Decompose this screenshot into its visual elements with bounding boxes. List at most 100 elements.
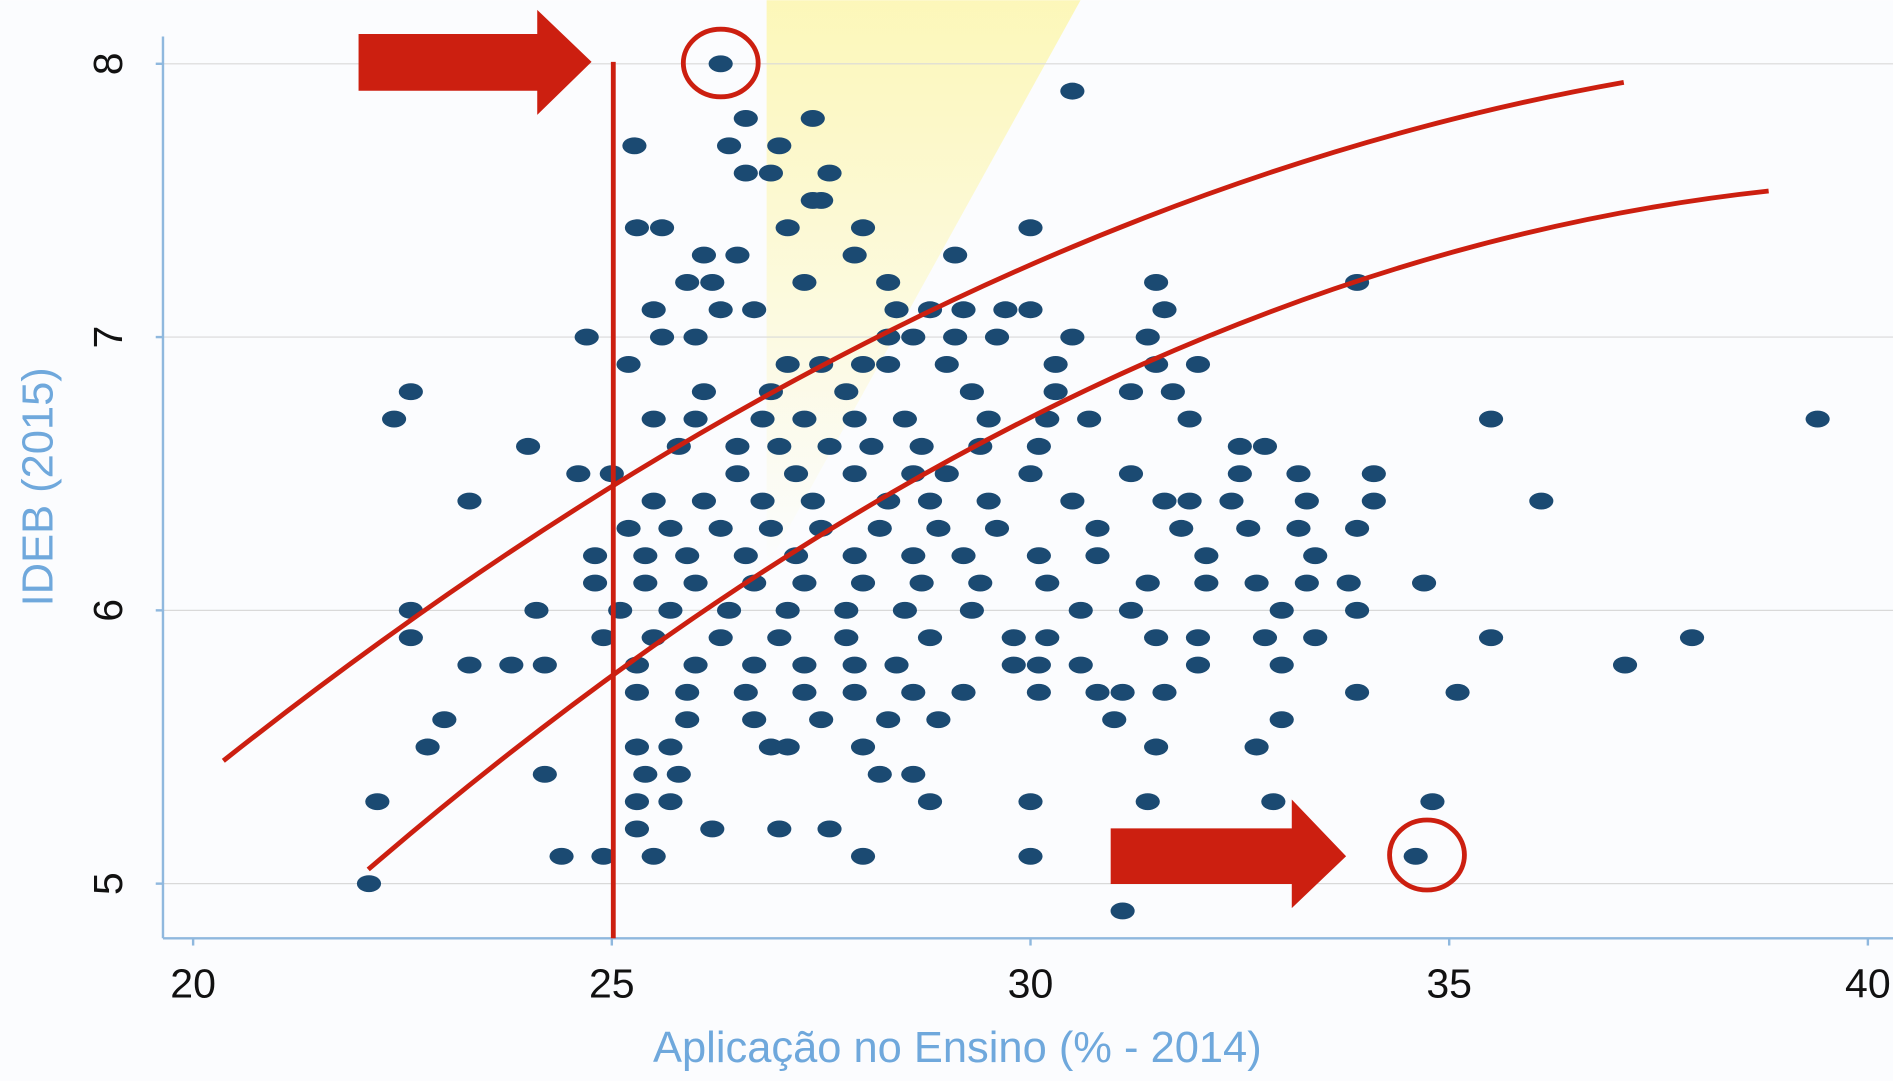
data-point	[1085, 683, 1110, 701]
data-point	[901, 765, 926, 783]
data-point	[708, 629, 733, 647]
data-point	[716, 137, 742, 155]
data-point	[884, 301, 909, 319]
data-point	[1110, 902, 1135, 920]
data-point	[582, 574, 608, 592]
data-point	[532, 765, 557, 783]
data-point	[1185, 629, 1211, 647]
data-point	[622, 137, 647, 155]
data-point	[926, 711, 951, 729]
data-point	[926, 519, 951, 537]
data-point	[742, 711, 767, 729]
data-point	[876, 711, 901, 729]
data-point	[432, 711, 457, 729]
data-point	[733, 109, 758, 127]
data-point	[775, 738, 800, 756]
data-point	[1001, 629, 1026, 647]
data-point	[516, 437, 541, 455]
data-point	[834, 601, 859, 619]
data-point	[834, 383, 859, 401]
data-point	[876, 355, 901, 373]
data-point	[767, 820, 792, 838]
data-point	[1420, 793, 1445, 811]
data-point	[591, 629, 616, 647]
x-tick-label: 30	[1008, 960, 1054, 1006]
data-point	[1110, 683, 1135, 701]
data-point	[725, 465, 750, 483]
data-point	[951, 547, 976, 565]
data-point	[666, 765, 691, 783]
data-point	[859, 437, 884, 455]
data-point	[683, 574, 708, 592]
data-point	[867, 519, 892, 537]
data-point	[909, 574, 934, 592]
data-point	[892, 410, 917, 428]
data-point	[792, 656, 817, 674]
data-point	[834, 629, 859, 647]
x-tick-label: 20	[170, 960, 216, 1006]
data-point	[733, 164, 758, 182]
data-point	[1478, 629, 1504, 647]
data-point	[951, 301, 976, 319]
data-point	[591, 847, 616, 865]
data-point	[1118, 601, 1144, 619]
data-point	[633, 574, 658, 592]
data-point	[658, 519, 683, 537]
data-point	[1252, 437, 1278, 455]
data-point	[1411, 574, 1437, 592]
data-point	[867, 765, 892, 783]
data-point	[524, 601, 549, 619]
data-point	[1303, 547, 1328, 565]
data-point	[850, 847, 876, 865]
data-point	[1102, 711, 1127, 729]
data-point	[1227, 437, 1252, 455]
data-point	[775, 601, 800, 619]
y-tick-label: 6	[85, 599, 131, 622]
data-point	[499, 656, 524, 674]
data-point	[750, 492, 775, 510]
data-point	[1035, 410, 1060, 428]
data-point	[959, 383, 984, 401]
data-point	[1018, 847, 1043, 865]
data-point	[1177, 410, 1202, 428]
data-point	[1345, 519, 1370, 537]
data-point	[850, 219, 876, 237]
data-point	[1018, 219, 1043, 237]
data-point	[457, 656, 482, 674]
data-point	[850, 574, 876, 592]
x-tick-label: 35	[1426, 960, 1472, 1006]
data-point	[976, 492, 1001, 510]
data-point	[624, 219, 650, 237]
data-point	[1144, 738, 1169, 756]
arrow-lower	[1110, 799, 1347, 909]
data-point	[708, 301, 733, 319]
data-point	[1805, 410, 1830, 428]
data-point	[532, 656, 557, 674]
data-point	[675, 547, 700, 565]
data-point	[792, 683, 817, 701]
data-point	[934, 465, 959, 483]
x-tick-label: 25	[589, 960, 635, 1006]
data-point	[624, 683, 650, 701]
data-point	[1478, 410, 1504, 428]
data-point	[1001, 656, 1026, 674]
data-point	[1244, 574, 1269, 592]
data-point	[758, 519, 783, 537]
data-point	[901, 328, 926, 346]
data-point	[641, 847, 666, 865]
data-point	[683, 410, 708, 428]
data-point	[1194, 547, 1219, 565]
data-point	[800, 492, 825, 510]
data-point	[934, 355, 959, 373]
data-point	[1118, 383, 1144, 401]
data-point	[758, 738, 783, 756]
data-point	[716, 601, 742, 619]
data-point	[1361, 465, 1386, 483]
data-point	[1269, 601, 1294, 619]
data-point	[993, 301, 1018, 319]
data-point	[1336, 574, 1361, 592]
data-point	[901, 683, 926, 701]
data-point	[1177, 492, 1202, 510]
data-point	[742, 656, 767, 674]
